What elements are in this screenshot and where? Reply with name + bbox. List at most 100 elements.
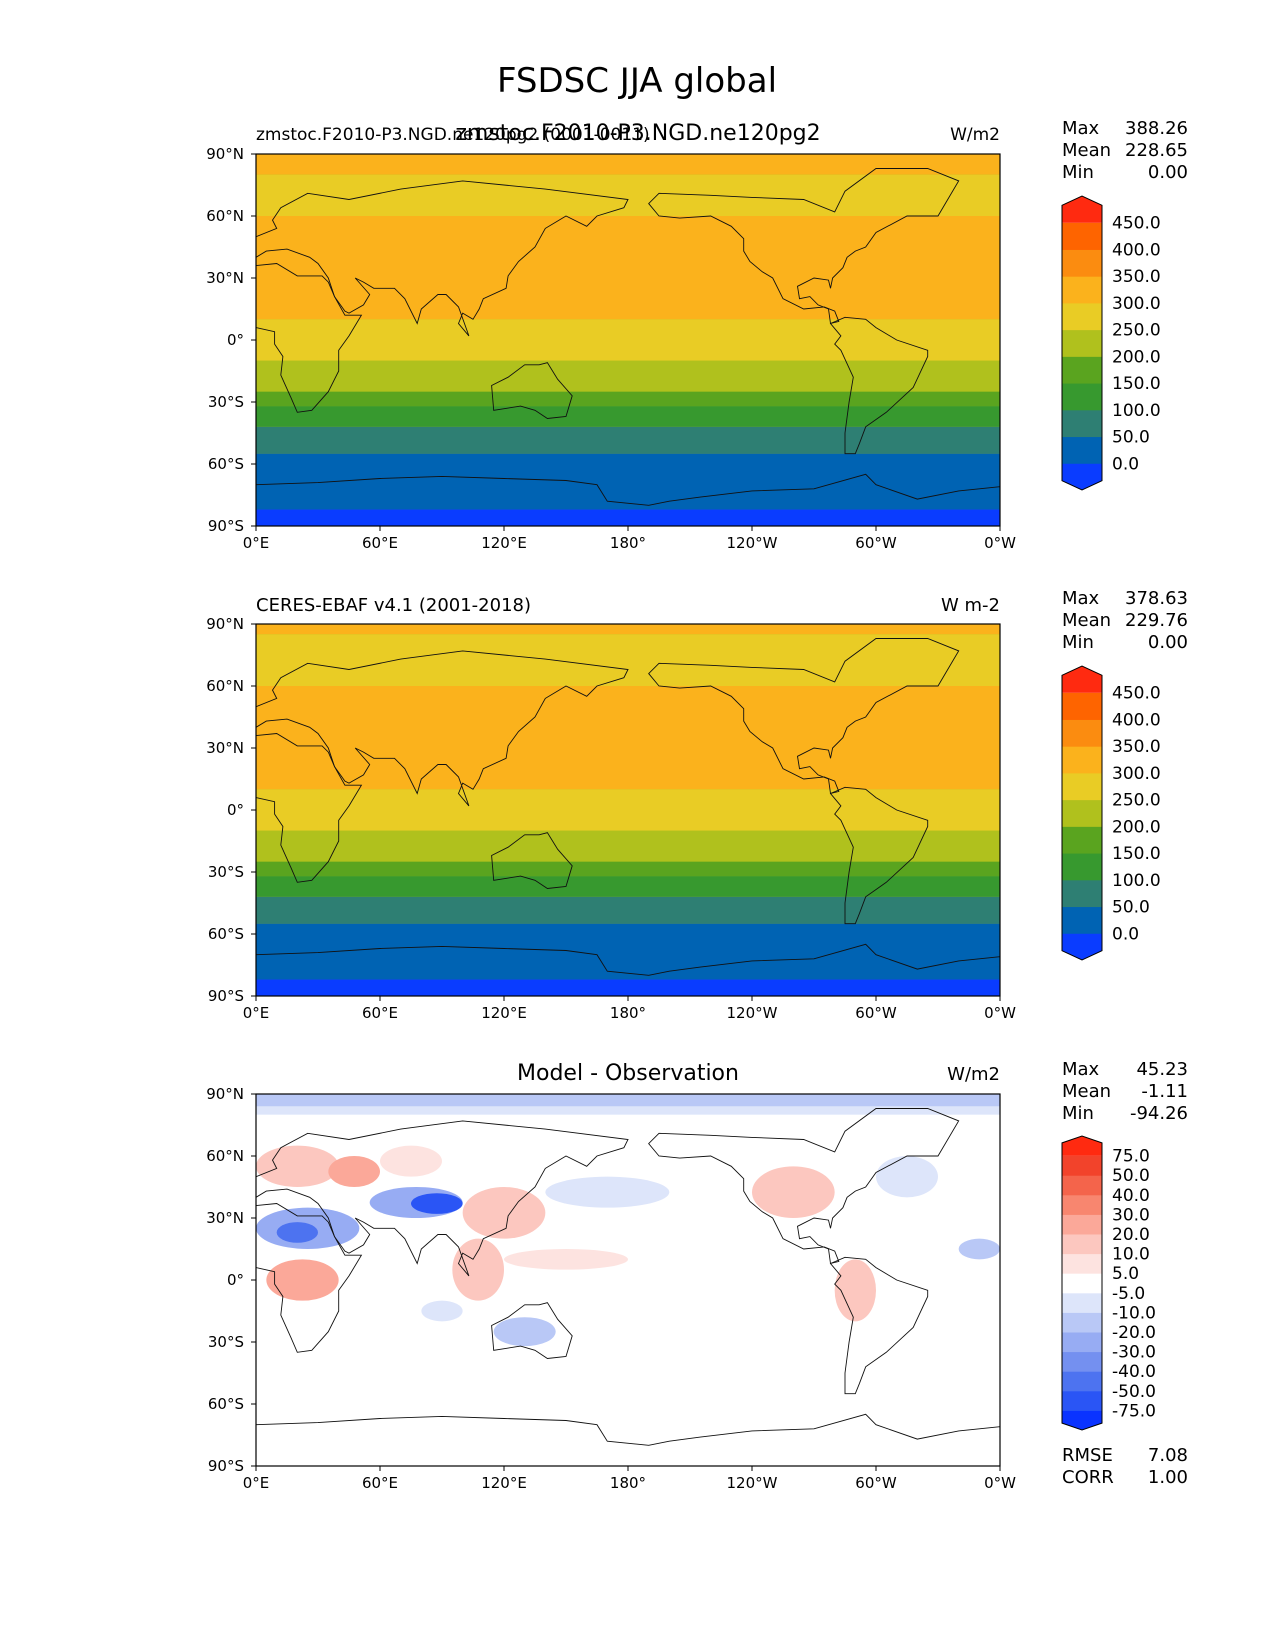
zonal-band	[256, 896, 1000, 924]
anomaly-region	[411, 1193, 463, 1214]
lon-tick-label: 60°E	[362, 534, 398, 552]
rmse-label: RMSE	[1062, 1445, 1113, 1466]
coastline-eurasia	[256, 180, 629, 337]
lon-tick-label: 0°E	[243, 1474, 270, 1492]
map-field	[256, 154, 1000, 526]
map-background	[256, 1094, 1000, 1466]
colorbar-segment	[1062, 409, 1102, 438]
stat-max-label: Max	[1062, 1059, 1100, 1080]
colorbar-tick-label: -10.0	[1112, 1303, 1156, 1323]
colorbar-segment	[1062, 1332, 1102, 1353]
colorbar-extend-min	[1062, 1410, 1102, 1430]
stat-mean-label: Mean	[1062, 610, 1111, 631]
zonal-band	[256, 979, 1000, 996]
colorbar-segment	[1062, 1214, 1102, 1235]
colorbar-extend-min	[1062, 933, 1102, 960]
colorbar-segment	[1062, 853, 1102, 881]
stat-min-label: Min	[1062, 632, 1094, 653]
colorbar-segment	[1062, 383, 1102, 411]
colorbar-segment	[1062, 799, 1102, 827]
lon-tick-label: 60°W	[855, 534, 897, 552]
coastline-australia	[491, 832, 573, 889]
lat-tick-label: 30°N	[206, 1209, 244, 1227]
stat-mean-label: Mean	[1062, 140, 1111, 161]
panel-title-center: zmstoc.F2010-P3.NGD.ne120pg2	[455, 121, 820, 146]
colorbar-tick-label: 350.0	[1112, 737, 1161, 757]
panel-units: W/m2	[950, 125, 1000, 145]
anomaly-region	[328, 1156, 380, 1187]
lon-tick-label: 60°E	[362, 1004, 398, 1022]
coastline-australia	[491, 362, 573, 419]
colorbar-tick-label: 75.0	[1112, 1147, 1150, 1167]
colorbar-segment	[1062, 1253, 1102, 1274]
lon-tick-label: 120°W	[727, 1004, 778, 1022]
zonal-band	[256, 426, 1000, 454]
lat-tick-label: 30°S	[208, 393, 244, 411]
anomaly-region	[876, 1156, 938, 1198]
lat-tick-label: 0°	[227, 1271, 244, 1289]
colorbar-outline	[1061, 1135, 1103, 1431]
coastline-antarctica	[256, 1413, 1000, 1466]
colorbar-segment	[1062, 906, 1102, 934]
colorbar-tick-label: 300.0	[1112, 294, 1161, 314]
stat-mean-value: 228.65	[1125, 140, 1188, 161]
anomaly-region	[452, 1238, 504, 1301]
colorbar-tick-label: 400.0	[1112, 240, 1161, 260]
stat-mean-value: 229.76	[1125, 610, 1188, 631]
zonal-band	[256, 789, 1000, 810]
zonal-band	[256, 509, 1000, 526]
coastline-australia	[491, 1302, 573, 1359]
metrics-block: RMSE 7.08 CORR 1.00	[1062, 1445, 1188, 1488]
coastline-antarctica	[256, 943, 1000, 996]
coastline-south-america	[829, 316, 929, 455]
colorbar-segment	[1062, 746, 1102, 774]
zonal-band	[256, 830, 1000, 862]
colorbar-segment	[1062, 1312, 1102, 1333]
coastline-antarctica	[256, 473, 1000, 526]
lon-tick-label: 0°W	[984, 534, 1016, 552]
lon-tick-label: 0°W	[984, 1474, 1016, 1492]
colorbar-segment	[1062, 249, 1102, 277]
rmse-value: 7.08	[1148, 1445, 1188, 1466]
colorbar-tick-label: 0.0	[1112, 924, 1139, 944]
lat-tick-label: 60°S	[208, 1395, 244, 1413]
anomaly-region	[493, 1317, 556, 1347]
colorbar-segment	[1062, 772, 1102, 801]
stats-block: Max 388.26 Mean 228.65 Min 0.00	[1062, 118, 1188, 183]
coastline-north-america	[648, 168, 960, 325]
coastline-north-america	[648, 1108, 960, 1265]
panel-model: zmstoc.F2010-P3.NGD.ne120pg2 (0001-0011)…	[206, 118, 1188, 552]
colorbar-segment	[1062, 356, 1102, 384]
colorbar-tick-label: 0.0	[1112, 454, 1139, 474]
anomaly-region	[380, 1145, 442, 1177]
zonal-band	[256, 1106, 1000, 1115]
panel-title-center: Model - Observation	[517, 1061, 739, 1086]
lat-tick-label: 90°N	[206, 615, 244, 633]
stat-min-value: 0.00	[1148, 162, 1188, 183]
colorbar-tick-label: 50.0	[1112, 1166, 1150, 1186]
zonal-band	[256, 624, 1000, 635]
colorbar-tick-label: 5.0	[1112, 1264, 1139, 1284]
colorbar-outline	[1061, 665, 1103, 961]
colorbar: -75.0-50.0-40.0-30.0-20.0-10.0-5.05.010.…	[1061, 1135, 1156, 1431]
colorbar-segment	[1062, 1175, 1102, 1196]
colorbar-outline	[1061, 195, 1103, 491]
colorbar-extend-max	[1062, 1136, 1102, 1156]
lon-tick-label: 0°E	[243, 534, 270, 552]
lon-tick-label: 180°	[610, 1004, 646, 1022]
map-field	[256, 1094, 1000, 1466]
panel-observation: CERES-EBAF v4.1 (2001-2018) W m-2 90°N 60…	[206, 588, 1188, 1022]
lon-tick-label: 0°E	[243, 1004, 270, 1022]
anomaly-region	[504, 1249, 628, 1270]
colorbar-segment	[1062, 302, 1102, 331]
colorbar-segment	[1062, 879, 1102, 908]
colorbar: 0.0 50.0 100.0 150.0 200.0 250.0 300.0 350.0 400…	[1061, 195, 1161, 491]
lon-tick-label: 120°E	[481, 1004, 527, 1022]
colorbar-tick-label: 400.0	[1112, 710, 1161, 730]
zonal-band	[256, 216, 1000, 320]
colorbar-segment	[1062, 692, 1102, 720]
colorbar-extend-min	[1062, 463, 1102, 490]
coastline-north-america	[648, 638, 960, 795]
lat-tick-label: 60°S	[208, 455, 244, 473]
lat-tick-label: 60°N	[206, 1147, 244, 1165]
